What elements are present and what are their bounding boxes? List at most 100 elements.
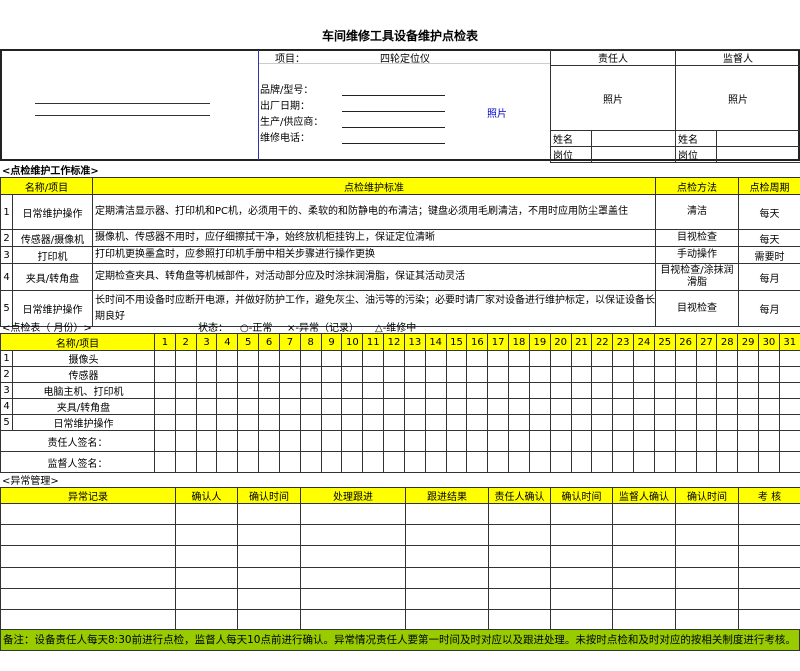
abnormal-cell[interactable] [300, 545, 406, 568]
signature-cell[interactable] [445, 451, 468, 473]
check-cell[interactable] [466, 382, 489, 399]
check-cell[interactable] [674, 398, 697, 415]
check-cell[interactable] [591, 350, 614, 367]
signature-cell[interactable] [737, 451, 760, 473]
check-cell[interactable] [424, 382, 447, 399]
signature-cell[interactable] [403, 430, 426, 452]
signature-cell[interactable] [258, 451, 280, 473]
signature-cell[interactable] [258, 430, 280, 452]
abnormal-cell[interactable] [300, 587, 406, 610]
check-cell[interactable] [445, 350, 468, 367]
check-cell[interactable] [695, 398, 718, 415]
check-cell[interactable] [320, 350, 343, 367]
check-cell[interactable] [758, 382, 780, 399]
signature-cell[interactable] [549, 451, 572, 473]
check-cell[interactable] [362, 350, 385, 367]
supervisor-post-field[interactable] [716, 146, 800, 163]
check-cell[interactable] [362, 382, 385, 399]
abnormal-cell[interactable] [612, 608, 676, 632]
check-cell[interactable] [487, 398, 510, 415]
signature-cell[interactable] [695, 451, 718, 473]
abnormal-cell[interactable] [550, 545, 613, 568]
check-cell[interactable] [778, 382, 800, 399]
check-cell[interactable] [195, 414, 218, 431]
check-cell[interactable] [508, 382, 530, 399]
responsible-photo[interactable]: 照片 [550, 65, 676, 131]
signature-cell[interactable] [487, 430, 510, 452]
check-cell[interactable] [737, 382, 760, 399]
abnormal-cell[interactable] [175, 608, 238, 632]
check-cell[interactable] [716, 414, 739, 431]
check-cell[interactable] [591, 398, 614, 415]
abnormal-cell[interactable] [738, 545, 800, 568]
check-cell[interactable] [466, 350, 489, 367]
signature-cell[interactable] [674, 451, 697, 473]
check-cell[interactable] [466, 398, 489, 415]
check-cell[interactable] [154, 398, 176, 415]
abnormal-cell[interactable] [675, 524, 739, 547]
check-cell[interactable] [341, 350, 364, 367]
abnormal-cell[interactable] [300, 608, 406, 632]
abnormal-cell[interactable] [405, 608, 489, 632]
abnormal-cell[interactable] [175, 566, 238, 589]
signature-cell[interactable] [633, 430, 655, 452]
check-cell[interactable] [445, 382, 468, 399]
signature-cell[interactable] [758, 430, 780, 452]
check-cell[interactable] [174, 366, 197, 383]
check-cell[interactable] [237, 382, 260, 399]
check-cell[interactable] [570, 414, 593, 431]
check-cell[interactable] [278, 398, 301, 415]
abnormal-cell[interactable] [550, 502, 613, 526]
responsible-post-field[interactable] [591, 146, 676, 163]
check-cell[interactable] [174, 414, 197, 431]
signature-cell[interactable] [778, 430, 800, 452]
check-cell[interactable] [320, 366, 343, 383]
check-cell[interactable] [237, 414, 260, 431]
abnormal-cell[interactable] [488, 608, 551, 632]
check-cell[interactable] [653, 398, 676, 415]
equipment-photo[interactable]: 照片 [487, 109, 507, 120]
abnormal-cell[interactable] [0, 545, 176, 568]
abnormal-cell[interactable] [488, 524, 551, 547]
signature-cell[interactable] [653, 451, 676, 473]
check-cell[interactable] [612, 366, 635, 383]
signature-cell[interactable] [570, 451, 593, 473]
signature-cell[interactable] [653, 430, 676, 452]
check-cell[interactable] [653, 350, 676, 367]
abnormal-cell[interactable] [237, 566, 301, 589]
check-cell[interactable] [216, 414, 239, 431]
field-input[interactable] [342, 111, 445, 112]
signature-cell[interactable] [674, 430, 697, 452]
signature-cell[interactable] [528, 430, 551, 452]
check-cell[interactable] [341, 414, 364, 431]
check-cell[interactable] [549, 382, 572, 399]
check-cell[interactable] [341, 382, 364, 399]
abnormal-cell[interactable] [405, 587, 489, 610]
abnormal-cell[interactable] [550, 608, 613, 632]
abnormal-cell[interactable] [488, 587, 551, 610]
check-cell[interactable] [674, 366, 697, 383]
check-cell[interactable] [633, 414, 655, 431]
signature-cell[interactable] [737, 430, 760, 452]
check-cell[interactable] [216, 382, 239, 399]
check-cell[interactable] [549, 414, 572, 431]
check-cell[interactable] [758, 350, 780, 367]
check-cell[interactable] [403, 350, 426, 367]
abnormal-cell[interactable] [675, 545, 739, 568]
signature-cell[interactable] [716, 451, 739, 473]
check-cell[interactable] [737, 350, 760, 367]
signature-cell[interactable] [216, 430, 239, 452]
check-cell[interactable] [612, 398, 635, 415]
signature-cell[interactable] [154, 451, 176, 473]
check-cell[interactable] [383, 382, 405, 399]
check-cell[interactable] [195, 382, 218, 399]
abnormal-cell[interactable] [550, 566, 613, 589]
check-cell[interactable] [591, 366, 614, 383]
check-cell[interactable] [695, 382, 718, 399]
check-cell[interactable] [633, 398, 655, 415]
supervisor-photo[interactable]: 照片 [675, 65, 800, 131]
abnormal-cell[interactable] [405, 545, 489, 568]
check-cell[interactable] [174, 350, 197, 367]
signature-cell[interactable] [341, 451, 364, 473]
check-cell[interactable] [195, 366, 218, 383]
